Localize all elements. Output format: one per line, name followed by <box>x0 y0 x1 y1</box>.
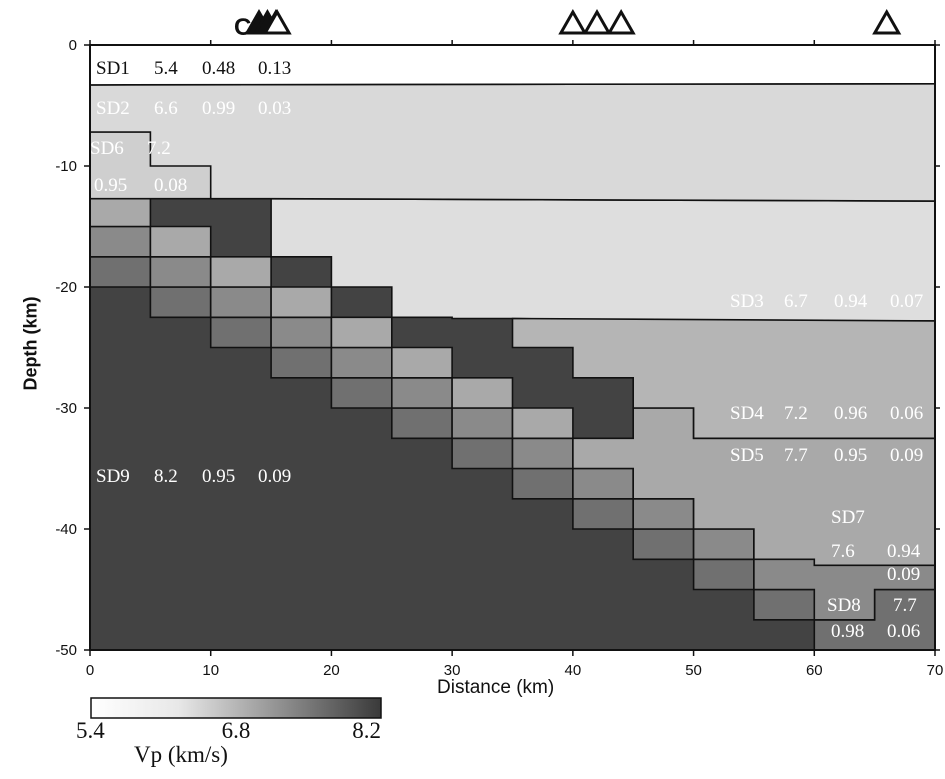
station-triangle <box>582 8 612 35</box>
label-sd5-1: 7.7 <box>784 445 808 466</box>
label-sd4-2: 0.96 <box>834 403 867 424</box>
label-sd3-3: 0.07 <box>890 291 923 312</box>
label-sd2-3: 0.03 <box>258 98 291 119</box>
label-sd6a-1: 7.2 <box>147 138 171 159</box>
station-triangle <box>872 8 902 35</box>
label-sd2-1: 6.6 <box>154 98 178 119</box>
axis-ticks: 0 10 20 30 40 50 60 70 0 -10 -20 -30 -40 -50 <box>55 37 943 679</box>
x-tick-label: 50 <box>685 662 702 679</box>
colorbar-max-label: 8.2 <box>352 718 381 743</box>
layer-sd4 <box>89 197 936 567</box>
label-sd2-0: SD2 <box>96 98 130 119</box>
label-sd1-3: 0.13 <box>258 58 291 79</box>
label-sd9-1: 8.2 <box>154 466 178 487</box>
x-tick-label: 20 <box>323 662 340 679</box>
label-sd5-2: 0.95 <box>834 445 867 466</box>
y-tick-label: -10 <box>55 158 77 175</box>
label-sd4-1: 7.2 <box>784 403 808 424</box>
y-tick-label: -50 <box>55 642 77 659</box>
label-sd1-0: SD1 <box>96 58 130 79</box>
colorbar: 5.4 6.8 8.2 <box>76 697 382 743</box>
label-sd6a-0: SD6 <box>90 138 124 159</box>
plot-frame <box>89 44 936 651</box>
label-sd8b-1: 0.06 <box>887 621 920 642</box>
label-sd6b-0: 0.95 <box>94 175 127 196</box>
y-axis-title: Depth (km) <box>20 296 41 391</box>
colorbar-min-label: 5.4 <box>76 718 105 743</box>
label-sd3-2: 0.94 <box>834 291 868 312</box>
label-sd8b-0: 0.98 <box>831 621 864 642</box>
label-sd1-1: 5.4 <box>154 58 178 79</box>
label-sd5-3: 0.09 <box>890 445 923 466</box>
layer-labels: SD1 5.4 0.48 0.13 SD2 6.6 0.99 0.03 SD6 7.2 0.95 0.… <box>90 58 923 642</box>
label-sd9-3: 0.09 <box>258 466 291 487</box>
label-sd8a-1: 7.7 <box>893 595 917 616</box>
y-tick-label: -20 <box>55 279 77 296</box>
label-sd5-0: SD5 <box>730 445 764 466</box>
label-sd6b-1: 0.08 <box>154 175 187 196</box>
x-tick-label: 10 <box>202 662 219 679</box>
station-triangle <box>606 8 636 35</box>
label-sd3-0: SD3 <box>730 291 764 312</box>
label-sd4-3: 0.06 <box>890 403 923 424</box>
y-tick-label: -30 <box>55 400 77 417</box>
plot-area <box>89 44 936 651</box>
label-sd7a-0: SD7 <box>831 507 865 528</box>
label-sd3-1: 6.7 <box>784 291 808 312</box>
station-cluster-letter: C <box>234 14 251 41</box>
label-sd8a-0: SD8 <box>827 595 861 616</box>
colorbar-mid-label: 6.8 <box>222 718 251 743</box>
x-tick-label: 0 <box>86 662 94 679</box>
label-sd9-2: 0.95 <box>202 466 235 487</box>
x-tick-label: 70 <box>927 662 944 679</box>
label-sd7b-1: 0.94 <box>887 541 921 562</box>
label-sd7c-0: 0.09 <box>887 564 920 585</box>
label-sd9-0: SD9 <box>96 466 130 487</box>
station-triangle <box>558 8 588 35</box>
x-tick-label: 60 <box>806 662 823 679</box>
label-sd7b-0: 7.6 <box>831 541 855 562</box>
colorbar-gradient <box>90 697 382 719</box>
label-sd4-0: SD4 <box>730 403 764 424</box>
x-tick-label: 40 <box>565 662 582 679</box>
station-triangle <box>262 8 292 35</box>
label-sd1-2: 0.48 <box>202 58 235 79</box>
y-tick-label: -40 <box>55 521 77 538</box>
x-tick-label: 30 <box>444 662 461 679</box>
y-tick-label: 0 <box>69 37 77 54</box>
label-sd2-2: 0.99 <box>202 98 235 119</box>
x-axis-title: Distance (km) <box>437 677 555 698</box>
colorbar-label: Vp (km/s) <box>134 742 228 767</box>
stations: C <box>234 8 902 41</box>
